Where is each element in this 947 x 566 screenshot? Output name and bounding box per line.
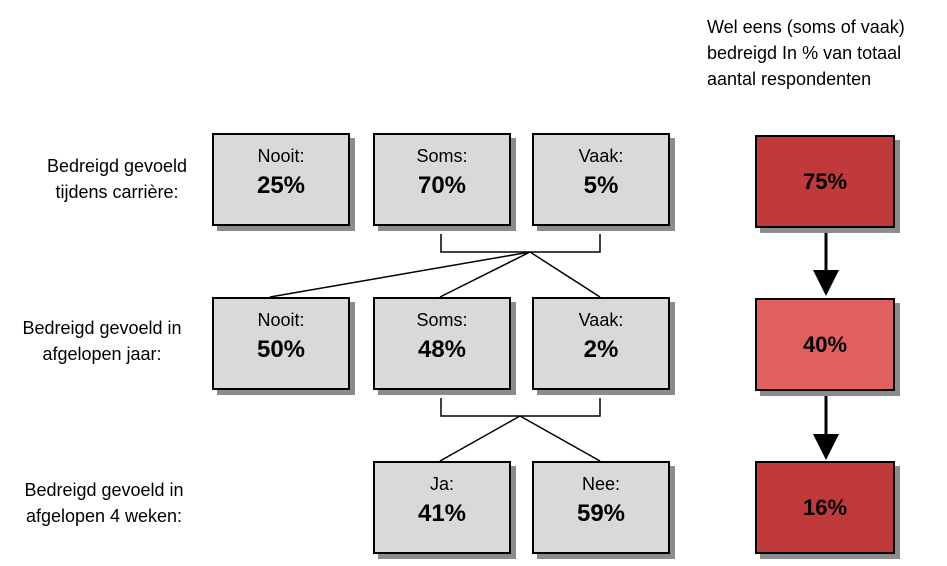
row-label-carriere: Bedreigd gevoeld tijdens carrière:: [22, 153, 212, 205]
row-label-weken: Bedreigd gevoeld in afgelopen 4 weken:: [4, 477, 204, 529]
arrow-1-head: [813, 270, 839, 296]
row-label-line: afgelopen jaar:: [42, 344, 162, 364]
box-value: 59%: [576, 500, 626, 527]
summary-box-weken: 16%: [755, 461, 895, 554]
arrow-2-head: [813, 434, 839, 460]
box-label: Soms:: [416, 310, 468, 330]
box-value: 2%: [583, 336, 619, 363]
bracket-row2: [440, 398, 601, 417]
box-value: 25%: [256, 172, 306, 199]
row-label-jaar: Bedreigd gevoeld in afgelopen jaar:: [4, 315, 200, 367]
branch-row1-vaak: [529, 251, 601, 298]
box-value: 48%: [417, 336, 467, 363]
box-label: Ja:: [429, 474, 454, 494]
row-label-line: Bedreigd gevoeld in: [24, 480, 184, 500]
box-label: Soms:: [416, 146, 468, 166]
summary-box-carriere: 75%: [755, 135, 895, 228]
box-row3-nee: Nee: 59%: [532, 461, 670, 554]
box-value: 70%: [417, 172, 467, 199]
box-row2-vaak: Vaak: 2%: [532, 297, 670, 390]
header-line-1: Wel eens (soms of vaak): [707, 17, 905, 37]
box-row3-ja: Ja: 41%: [373, 461, 511, 554]
box-label: Nee:: [581, 474, 621, 494]
box-value: 41%: [417, 500, 467, 527]
box-row2-nooit: Nooit: 50%: [212, 297, 350, 390]
summary-box-jaar: 40%: [755, 298, 895, 391]
row-label-line: afgelopen 4 weken:: [25, 506, 183, 526]
box-label: Nooit:: [257, 146, 305, 166]
header-line-2: bedreigd In % van totaal: [707, 43, 902, 63]
row-label-line: tijdens carrière:: [55, 182, 179, 202]
branch-row2-nee: [519, 415, 601, 462]
box-row2-soms: Soms: 48%: [373, 297, 511, 390]
box-row1-nooit: Nooit: 25%: [212, 133, 350, 226]
branch-row2-ja: [439, 415, 521, 462]
box-value: 5%: [583, 172, 619, 199]
branch-row1-nooit: [269, 251, 531, 298]
summary-header: Wel eens (soms of vaak) bedreigd In % va…: [707, 14, 905, 92]
box-label: Vaak:: [578, 146, 624, 166]
bracket-row1: [440, 234, 601, 253]
box-label: Vaak:: [578, 310, 624, 330]
box-label: Nooit:: [257, 310, 305, 330]
row-label-line: Bedreigd gevoeld in: [22, 318, 182, 338]
row-label-line: Bedreigd gevoeld: [46, 156, 188, 176]
box-row1-soms: Soms: 70%: [373, 133, 511, 226]
box-row1-vaak: Vaak: 5%: [532, 133, 670, 226]
box-value: 50%: [256, 336, 306, 363]
header-line-3: aantal respondenten: [707, 69, 872, 89]
branch-row1-soms: [439, 251, 531, 298]
